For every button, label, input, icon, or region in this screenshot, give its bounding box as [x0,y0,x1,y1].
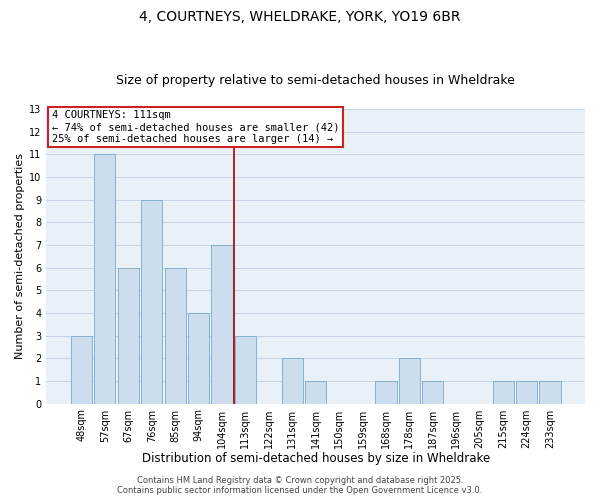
Bar [211,245,233,404]
Bar [141,200,162,404]
Bar [539,381,560,404]
Text: Contains HM Land Registry data © Crown copyright and database right 2025.
Contai: Contains HM Land Registry data © Crown c… [118,476,482,495]
Bar [399,358,420,404]
Bar [94,154,115,404]
Title: Size of property relative to semi-detached houses in Wheldrake: Size of property relative to semi-detach… [116,74,515,87]
Bar [235,336,256,404]
Bar [71,336,92,404]
Bar [118,268,139,404]
Text: 4 COURTNEYS: 111sqm
← 74% of semi-detached houses are smaller (42)
25% of semi-d: 4 COURTNEYS: 111sqm ← 74% of semi-detach… [52,110,339,144]
Y-axis label: Number of semi-detached properties: Number of semi-detached properties [15,154,25,360]
Bar [282,358,303,404]
Bar [516,381,537,404]
X-axis label: Distribution of semi-detached houses by size in Wheldrake: Distribution of semi-detached houses by … [142,452,490,465]
Bar [188,313,209,404]
Text: 4, COURTNEYS, WHELDRAKE, YORK, YO19 6BR: 4, COURTNEYS, WHELDRAKE, YORK, YO19 6BR [139,10,461,24]
Bar [493,381,514,404]
Bar [305,381,326,404]
Bar [376,381,397,404]
Bar [422,381,443,404]
Bar [164,268,185,404]
